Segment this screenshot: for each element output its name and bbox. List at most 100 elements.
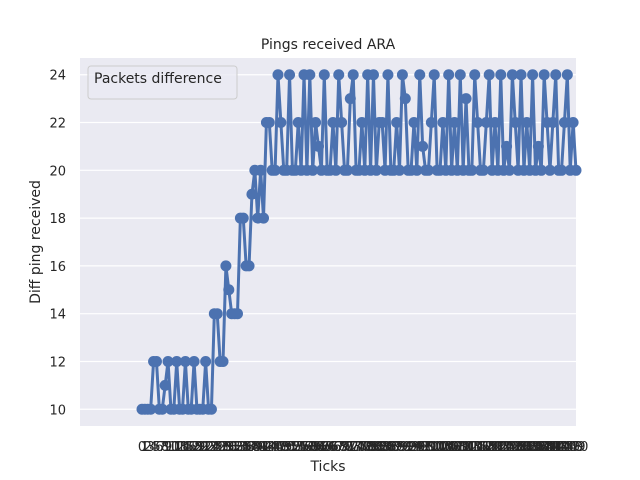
x-tick-label: 109 (445, 440, 470, 455)
x-tick-label: 104 (430, 440, 455, 455)
x-tick-label: 103 (428, 440, 453, 455)
x-tick-label: 13 (171, 440, 188, 455)
x-tick-label: 75 (351, 440, 368, 455)
data-point (284, 69, 296, 81)
x-tick-label: 42 (255, 440, 272, 455)
x-tick-label: 119 (474, 440, 499, 455)
x-tick-label: 114 (459, 440, 484, 455)
x-tick-label: 127 (497, 440, 522, 455)
data-point (205, 403, 217, 415)
x-tick-label: 84 (377, 440, 394, 455)
data-point (399, 93, 411, 105)
legend-box (87, 65, 238, 100)
data-point (237, 212, 249, 224)
x-tick-label: 16 (180, 440, 197, 455)
x-tick-label: 1 (141, 440, 149, 455)
x-tick-label: 65 (322, 440, 339, 455)
data-point (272, 69, 284, 81)
x-tick-label: 12 (168, 440, 185, 455)
x-tick-label: 25 (206, 440, 223, 455)
data-point (310, 117, 322, 129)
x-tick-label: 79 (362, 440, 379, 455)
x-tick-label: 20 (192, 440, 209, 455)
x-tick-label: 129 (503, 440, 528, 455)
x-tick-label: 63 (316, 440, 333, 455)
x-tick-label: 102 (425, 440, 450, 455)
data-point (304, 69, 316, 81)
data-point (275, 117, 287, 129)
chart-title: Pings received ARA (261, 37, 396, 53)
x-tick-label: 135 (520, 440, 545, 455)
data-point (231, 308, 243, 320)
x-tick-label: 69 (333, 440, 350, 455)
x-tick-label: 92 (400, 440, 417, 455)
x-tick-label: 100 (419, 440, 444, 455)
data-point (483, 69, 495, 81)
x-tick-label: 39 (247, 440, 264, 455)
x-tick-label: 32 (226, 440, 243, 455)
data-point (425, 117, 437, 129)
data-point (269, 164, 281, 176)
data-point (344, 93, 356, 105)
y-tick-label: 24 (49, 69, 66, 84)
y-tick-label: 16 (49, 260, 66, 275)
x-tick-label: 138 (529, 440, 554, 455)
x-tick-label: 2 (144, 440, 152, 455)
x-tick-label: 95 (409, 440, 426, 455)
x-tick-label: 70 (336, 440, 353, 455)
x-tick-label: 22 (197, 440, 214, 455)
x-tick-label: 105 (433, 440, 458, 455)
x-tick-label: 26 (209, 440, 226, 455)
data-point (443, 69, 455, 81)
x-tick-label: 130 (506, 440, 531, 455)
data-point (341, 164, 353, 176)
x-tick-label: 112 (454, 440, 479, 455)
x-tick-label: 66 (325, 440, 342, 455)
data-point (521, 117, 533, 129)
data-point (437, 117, 449, 129)
x-tick-label: 74 (348, 440, 365, 455)
x-axis-label: Ticks (309, 459, 345, 475)
x-tick-label: 41 (252, 440, 269, 455)
x-tick-label: 97 (414, 440, 431, 455)
data-point (318, 69, 330, 81)
x-tick-label: 89 (391, 440, 408, 455)
data-point (370, 164, 382, 176)
data-point (469, 69, 481, 81)
x-tick-label: 23 (200, 440, 217, 455)
data-point (503, 164, 515, 176)
x-tick-label: 48 (273, 440, 290, 455)
x-tick-label: 141 (538, 440, 563, 455)
x-tick-label: 54 (290, 440, 307, 455)
x-tick-label: 60 (307, 440, 324, 455)
x-tick-label: 55 (293, 440, 310, 455)
data-point (454, 69, 466, 81)
x-tick-label: 117 (468, 440, 493, 455)
x-tick-label: 34 (232, 440, 249, 455)
x-tick-label: 36 (238, 440, 255, 455)
x-tick-label: 88 (388, 440, 405, 455)
x-tick-label: 85 (380, 440, 397, 455)
x-tick-label: 56 (296, 440, 313, 455)
x-tick-label: 45 (264, 440, 281, 455)
x-tick-label: 93 (403, 440, 420, 455)
data-point (448, 117, 460, 129)
x-tick-label: 24 (203, 440, 220, 455)
data-point (527, 69, 539, 81)
data-point (538, 69, 550, 81)
x-tick-label: 76 (354, 440, 371, 455)
data-point (246, 188, 258, 200)
data-point (460, 93, 472, 105)
x-tick-label: 123 (485, 440, 510, 455)
x-tick-label: 29 (218, 440, 235, 455)
x-tick-label: 134 (517, 440, 542, 455)
x-tick-label: 86 (383, 440, 400, 455)
x-tick-label: 68 (330, 440, 347, 455)
x-tick-label: 113 (457, 440, 482, 455)
x-tick-label: 118 (471, 440, 496, 455)
x-tick-label: 150 (564, 440, 589, 455)
x-tick-label: 96 (411, 440, 428, 455)
data-point (570, 164, 582, 176)
data-point (145, 403, 157, 415)
